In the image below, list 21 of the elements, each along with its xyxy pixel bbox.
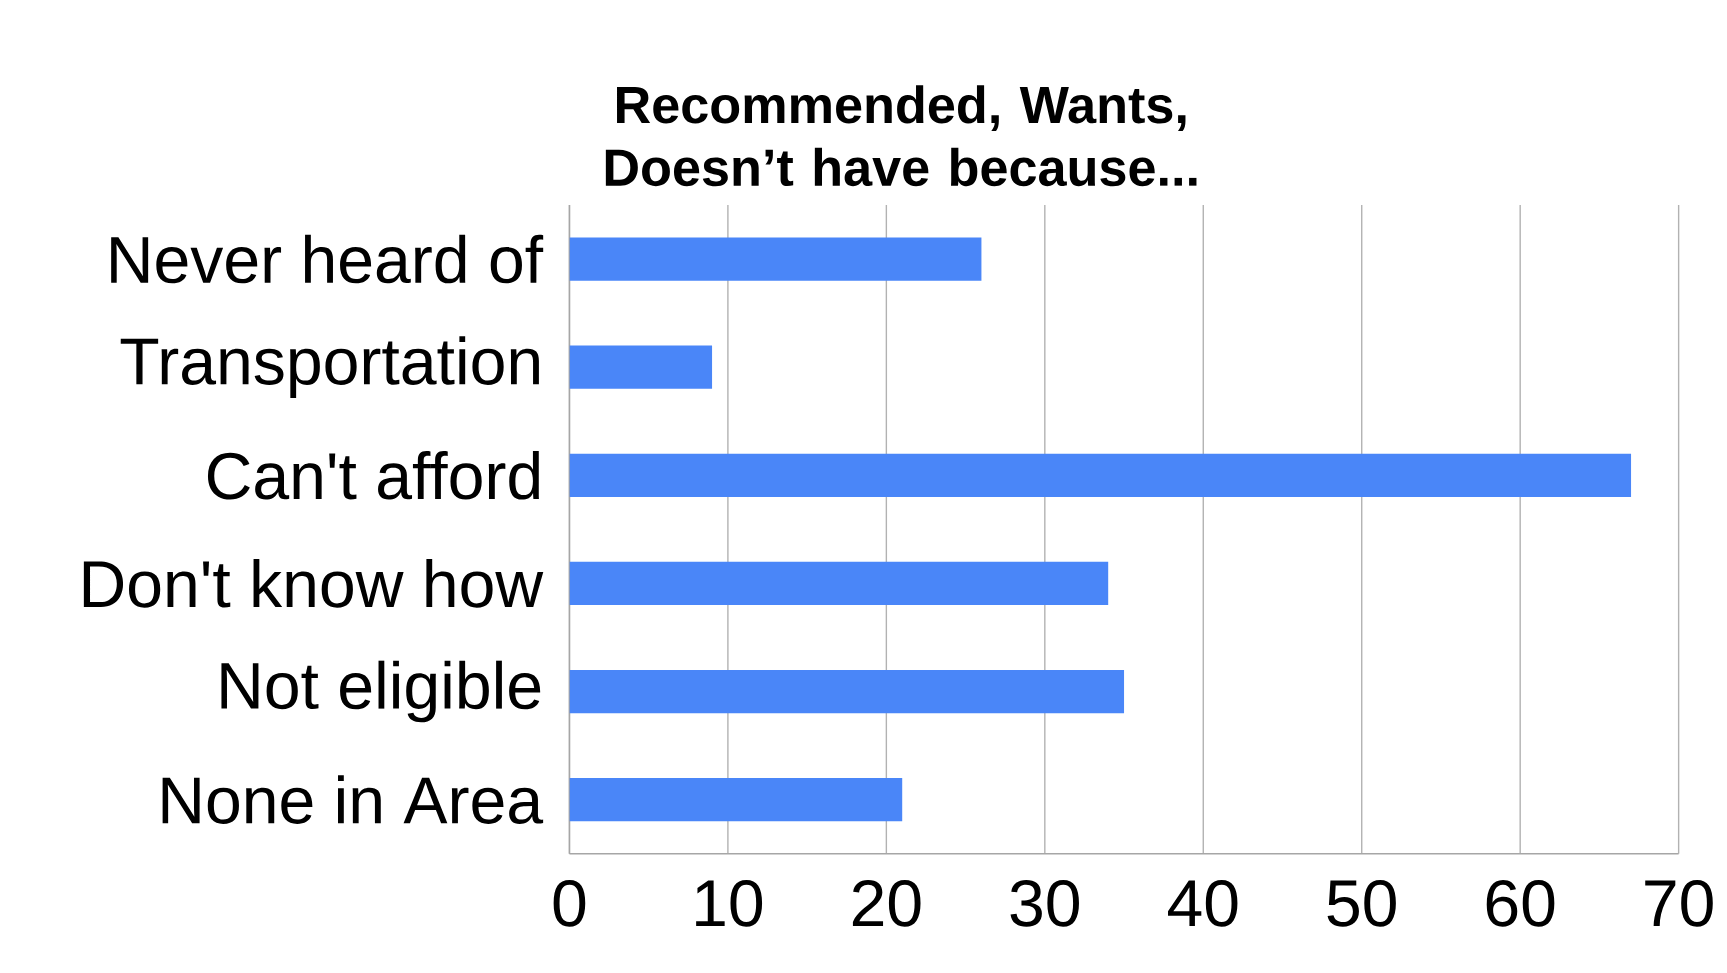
x-tick-label: 30 <box>1010 880 1079 927</box>
y-tick-label: Never heard of <box>111 235 544 284</box>
bar <box>569 237 982 281</box>
bar <box>569 670 1125 714</box>
x-tick-label: 60 <box>1486 880 1555 927</box>
bar <box>569 453 1632 498</box>
bar <box>569 562 1109 606</box>
y-tick-label: Transportation <box>120 336 539 399</box>
y-tick-label: None in Area <box>162 775 544 825</box>
x-tick-label: 0 <box>553 880 586 927</box>
x-tick-label: 40 <box>1168 880 1238 927</box>
x-tick-label: 50 <box>1327 880 1396 927</box>
y-tick-label: Not eligible <box>221 660 541 723</box>
x-tick-label: 20 <box>852 880 921 927</box>
y-tick-label: Don't know how <box>83 559 544 608</box>
bar <box>569 345 713 390</box>
x-tick-label: 10 <box>696 880 763 927</box>
bar <box>569 778 903 822</box>
y-tick-label: Can't afford <box>207 451 539 500</box>
chart-title: Recommended, Wants, Doesn’t have because... <box>605 85 1197 187</box>
x-tick-label: 70 <box>1645 880 1713 927</box>
